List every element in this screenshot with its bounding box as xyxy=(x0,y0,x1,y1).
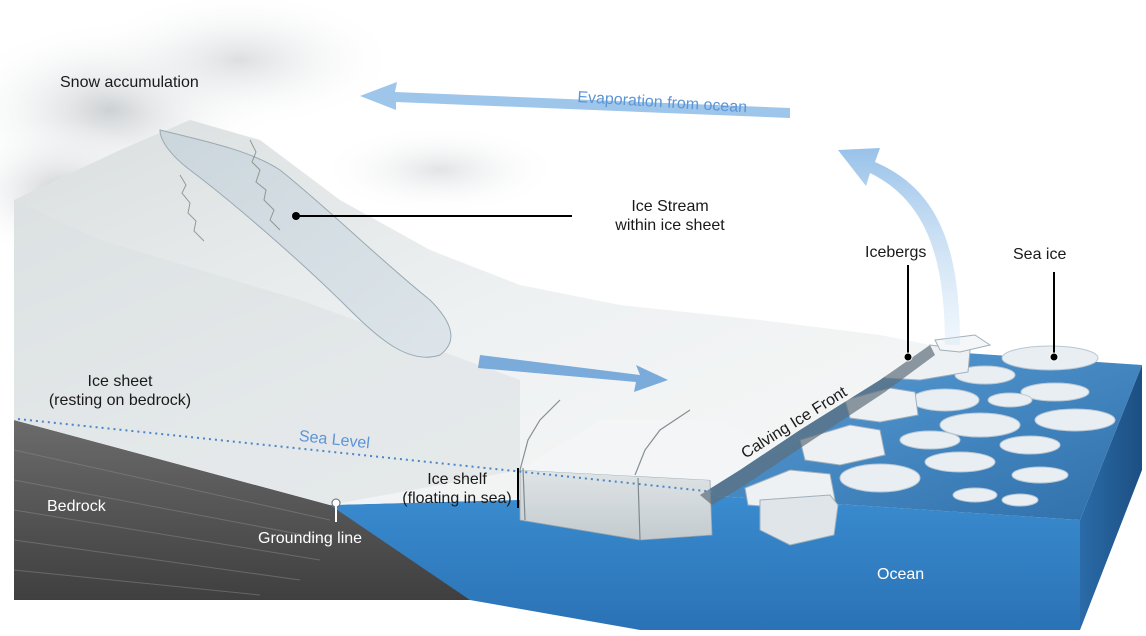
ice-stream-label-line2: within ice sheet xyxy=(615,217,725,234)
sea-ice-floes xyxy=(839,345,1116,507)
ice-shelf-label: Ice shelf (floating in sea) xyxy=(382,470,532,508)
grounding-line-label: Grounding line xyxy=(258,530,363,547)
ice-shelf-label-line2: (floating in sea) xyxy=(402,490,512,507)
icebergs-label: Icebergs xyxy=(865,244,927,261)
bedrock-label: Bedrock xyxy=(47,498,106,515)
ice-sheet-label: Ice sheet (resting on bedrock) xyxy=(40,372,200,410)
leader-lines xyxy=(296,215,1055,508)
snow-accumulation-label: Snow accumulation xyxy=(60,74,199,91)
ice-stream-label: Ice Stream within ice sheet xyxy=(590,197,750,235)
ice-stream xyxy=(159,129,452,358)
ocean-label: Ocean xyxy=(877,566,925,583)
icebergs xyxy=(744,334,992,546)
ice-flow-arrow xyxy=(478,355,668,392)
ice-stream-label-line1: Ice Stream xyxy=(631,198,709,215)
ice-sheet-label-line1: Ice sheet xyxy=(87,373,153,390)
leader-dots xyxy=(292,212,1059,508)
ice-shelf-label-line1: Ice shelf xyxy=(427,471,487,488)
ice-sheet-label-line2: (resting on bedrock) xyxy=(48,392,192,409)
sea-ice-label: Sea ice xyxy=(1013,246,1067,263)
evaporation-arrows xyxy=(360,82,960,345)
